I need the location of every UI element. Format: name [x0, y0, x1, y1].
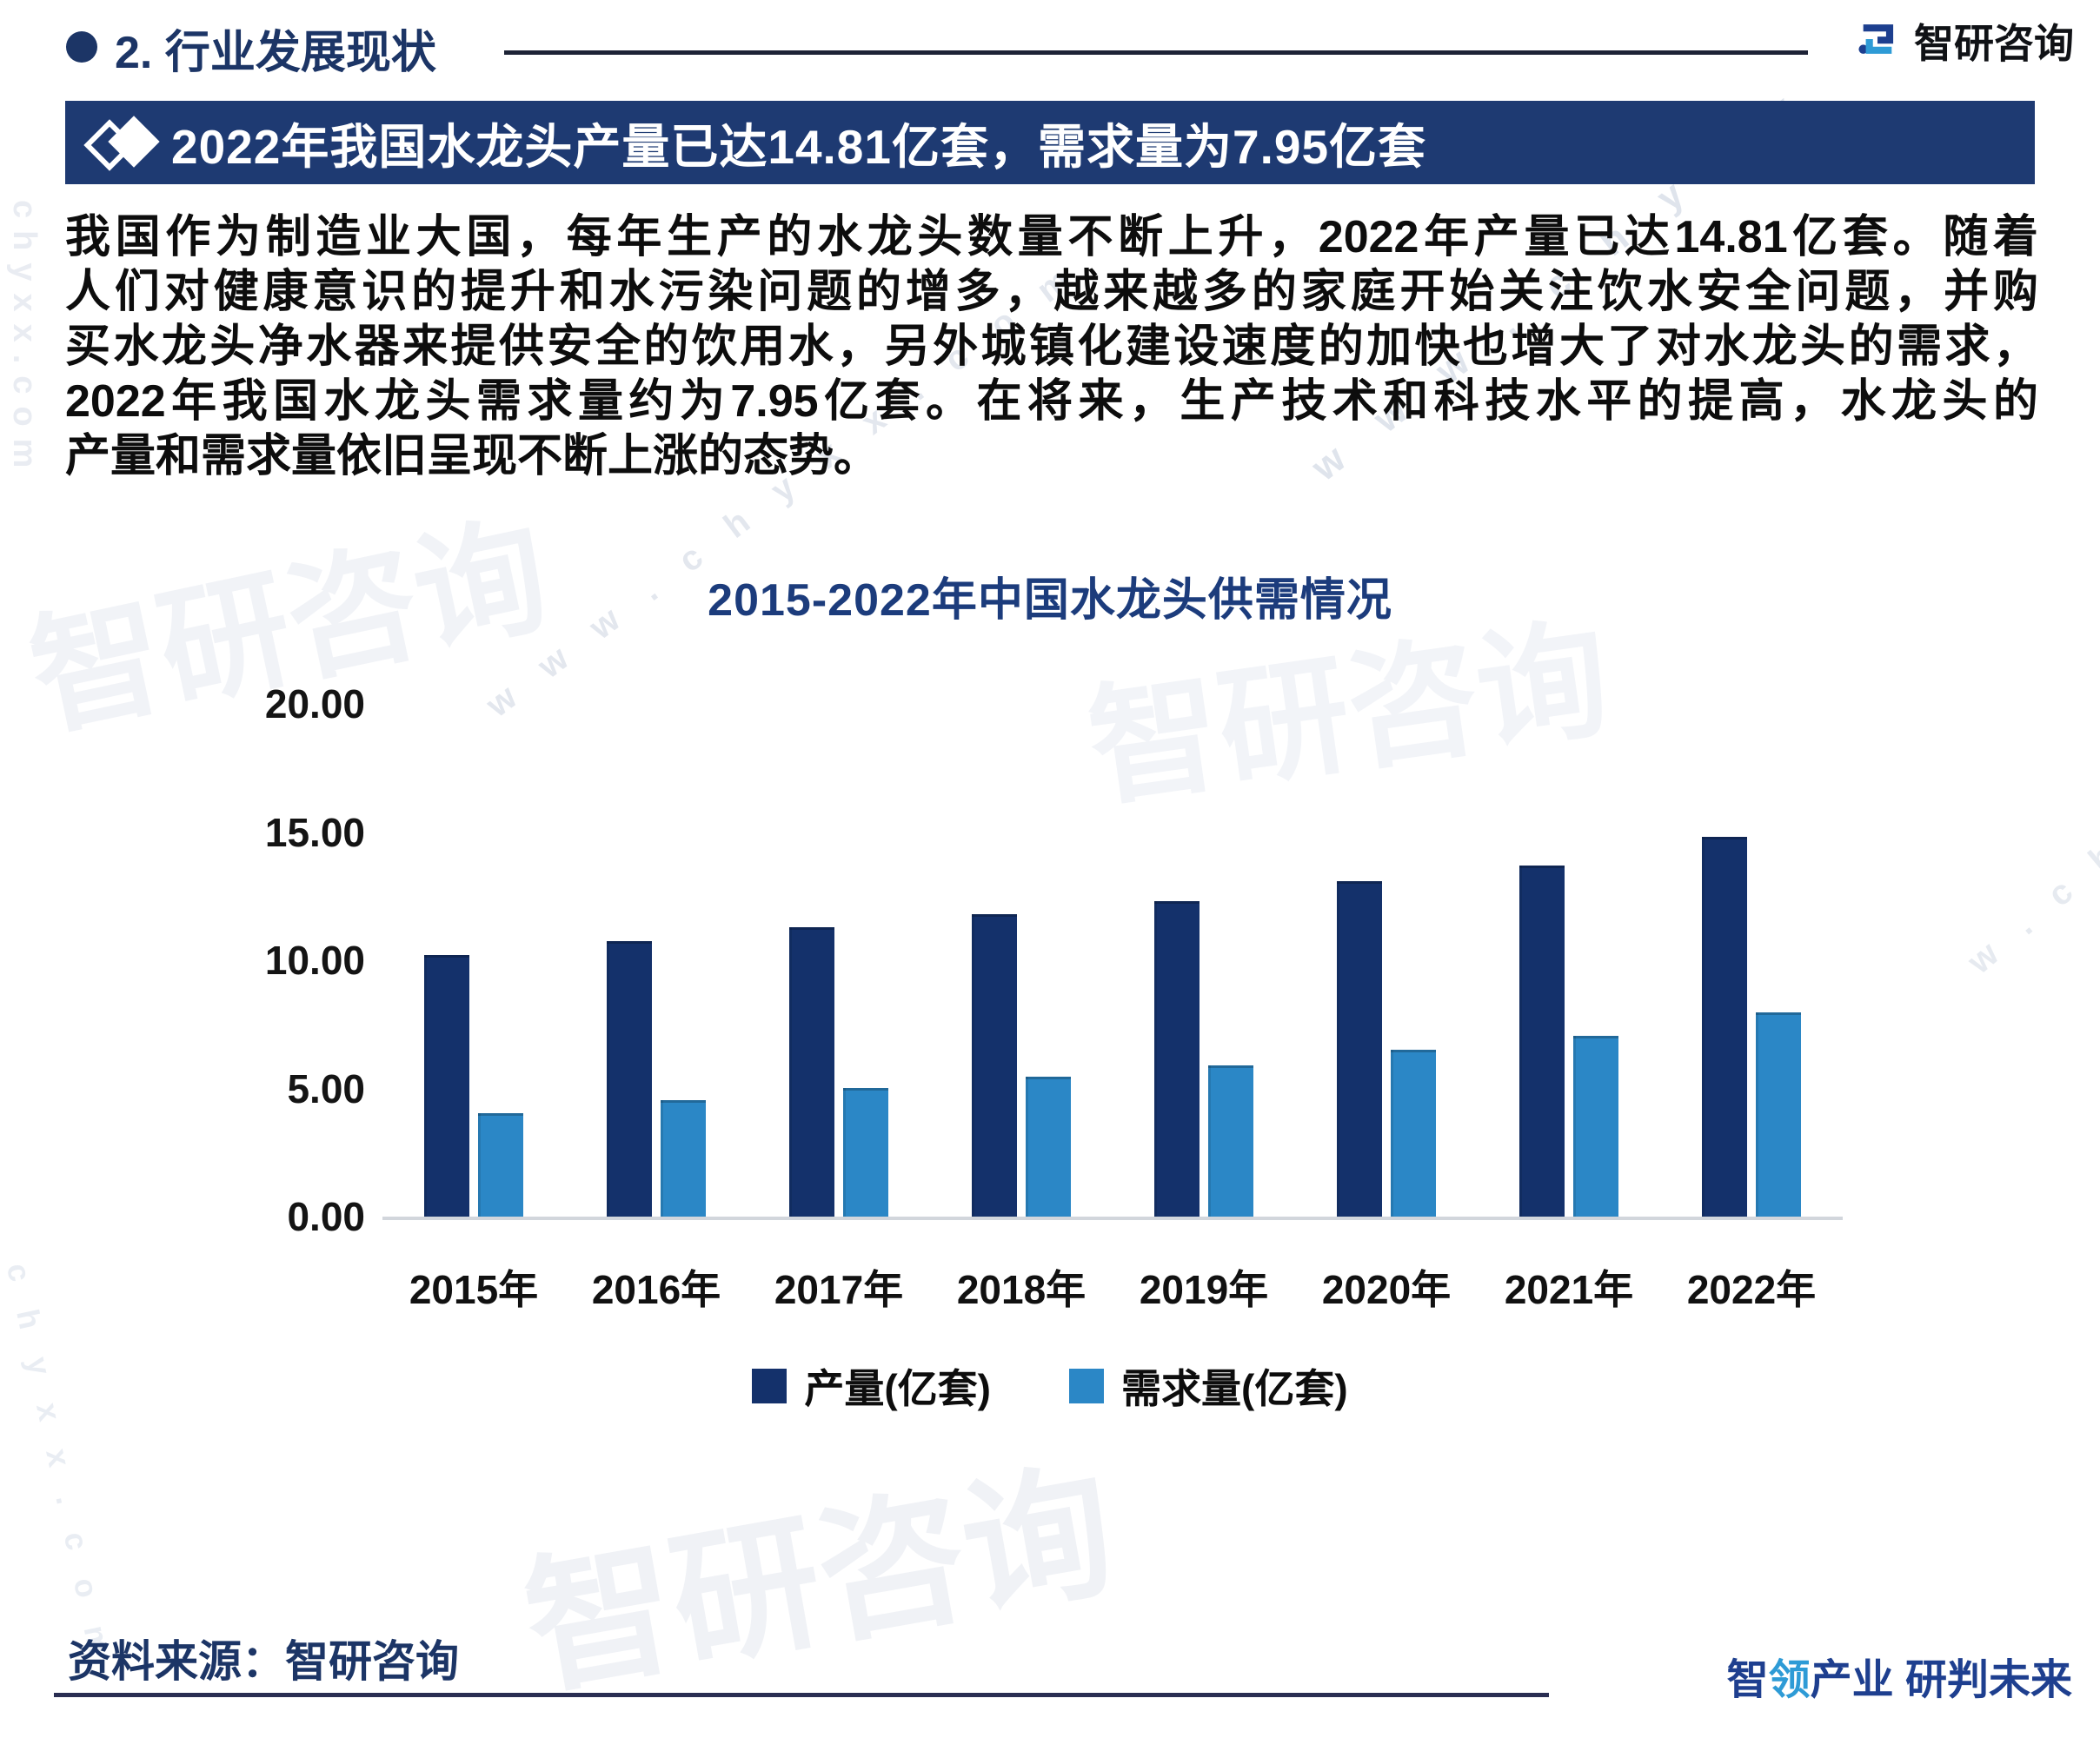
x-axis-label: 2015年	[409, 1267, 539, 1312]
x-axis-label: 2022年	[1686, 1267, 1817, 1312]
bar-group-2019年	[1113, 704, 1295, 1217]
slogan-text: 产业 研判未来	[1810, 1657, 2072, 1703]
summary-paragraph: 我国作为制造业大国，每年生产的水龙头数量不断上升，2022年产量已达14.81亿…	[65, 210, 2038, 484]
x-axis-label: 2021年	[1504, 1267, 1634, 1312]
legend-swatch	[1069, 1369, 1104, 1403]
legend-item: 产量(亿套)	[752, 1357, 991, 1415]
paragraph-line: 2022年我国水龙头需求量约为7.95亿套。在将来，生产技术和科技水平的提高，水…	[65, 376, 2038, 427]
bar-产量(亿套)-2018年	[972, 914, 1017, 1217]
headline-banner: 2022年我国水龙头产量已达14.81亿套，需求量为7.95亿套	[65, 101, 2035, 184]
slogan-accent-glyph: 领	[1768, 1657, 1811, 1703]
zhiyan-logo-icon	[1853, 15, 1902, 68]
x-axis-label: 2016年	[591, 1267, 721, 1312]
bar-产量(亿套)-2017年	[789, 927, 834, 1217]
y-axis-tick: 5.00	[287, 1066, 365, 1111]
watermark-logo-text: 智研咨询	[514, 1448, 1126, 1714]
bar-产量(亿套)-2019年	[1154, 901, 1200, 1217]
brand-logo: 智研咨询	[1853, 12, 2074, 70]
watermark-text: chyxx.com	[6, 200, 43, 481]
bar-需求量(亿套)-2022年	[1756, 1012, 1801, 1217]
y-axis-tick: 10.00	[264, 938, 365, 983]
section-bullet-icon	[66, 31, 97, 63]
bar-产量(亿套)-2021年	[1519, 866, 1565, 1217]
paragraph-line: 买水龙头净水器来提供安全的饮用水，另外城镇化建设速度的加快也增大了对水龙头的需求…	[65, 322, 2038, 372]
header-divider	[504, 50, 1808, 55]
bar-chart-plot-area	[382, 704, 1843, 1220]
x-axis-label: 2018年	[956, 1267, 1087, 1312]
bar-group-2021年	[1478, 704, 1660, 1217]
brand-slogan: 智领产业 研判未来	[1727, 1645, 2072, 1706]
paragraph-line: 我国作为制造业大国，每年生产的水龙头数量不断上升，2022年产量已达14.81亿…	[65, 212, 2038, 262]
watermark-text: c h y x x . c o m	[0, 1260, 120, 1668]
bar-产量(亿套)-2022年	[1702, 837, 1747, 1217]
x-axis-label: 2019年	[1139, 1267, 1269, 1312]
brand-name: 智研咨询	[1914, 21, 2074, 66]
y-axis-tick: 15.00	[264, 810, 365, 855]
bar-group-2016年	[565, 704, 748, 1217]
section-title: 2. 行业发展现状	[115, 28, 436, 78]
legend-item: 需求量(亿套)	[1069, 1357, 1348, 1415]
chart-legend: 产量(亿套) 需求量(亿套)	[0, 1357, 2100, 1415]
bar-group-2020年	[1295, 704, 1478, 1217]
diamond-bullet-icon	[83, 101, 161, 184]
bar-需求量(亿套)-2017年	[843, 1088, 888, 1217]
bar-需求量(亿套)-2015年	[478, 1113, 523, 1217]
y-axis: 20.00 15.00 10.00 5.00 0.00	[148, 681, 365, 1239]
bar-group-2017年	[748, 704, 930, 1217]
bar-group-2018年	[930, 704, 1113, 1217]
legend-label: 产量(亿套)	[804, 1366, 991, 1411]
y-axis-tick: 0.00	[287, 1194, 365, 1239]
bar-需求量(亿套)-2019年	[1208, 1065, 1253, 1217]
x-axis-label: 2017年	[774, 1267, 904, 1312]
paragraph-line: 产量和需求量依旧呈现不断上涨的态势。	[65, 431, 880, 481]
watermark-text: w . c h y x	[1960, 760, 2100, 982]
paragraph-line: 人们对健康意识的提升和水污染问题的增多，越来越多的家庭开始关注饮水安全问题，并购	[65, 267, 2038, 317]
headline-title: 2022年我国水龙头产量已达14.81亿套，需求量为7.95亿套	[171, 120, 1427, 174]
legend-label: 需求量(亿套)	[1121, 1366, 1348, 1411]
bar-需求量(亿套)-2020年	[1391, 1050, 1436, 1217]
footer-divider	[54, 1693, 1549, 1697]
bar-产量(亿套)-2020年	[1337, 881, 1382, 1217]
x-axis-label: 2020年	[1321, 1267, 1452, 1312]
bar-需求量(亿套)-2016年	[661, 1100, 706, 1217]
bar-group-2022年	[1660, 704, 1843, 1217]
bar-产量(亿套)-2015年	[424, 955, 469, 1217]
bar-产量(亿套)-2016年	[607, 941, 652, 1217]
legend-swatch	[752, 1369, 788, 1403]
bar-需求量(亿套)-2018年	[1026, 1077, 1071, 1217]
data-source-label: 资料来源：智研咨询	[68, 1637, 459, 1686]
bar-group-2015年	[382, 704, 565, 1217]
bar-需求量(亿套)-2021年	[1573, 1036, 1618, 1217]
y-axis-tick: 20.00	[264, 681, 365, 726]
slogan-text: 智	[1726, 1657, 1769, 1703]
x-axis: 2015年 2016年 2017年 2018年 2019年 2020年 2021年 2022年	[382, 1258, 1843, 1316]
chart-title: 2015-2022年中国水龙头供需情况	[708, 575, 1392, 626]
